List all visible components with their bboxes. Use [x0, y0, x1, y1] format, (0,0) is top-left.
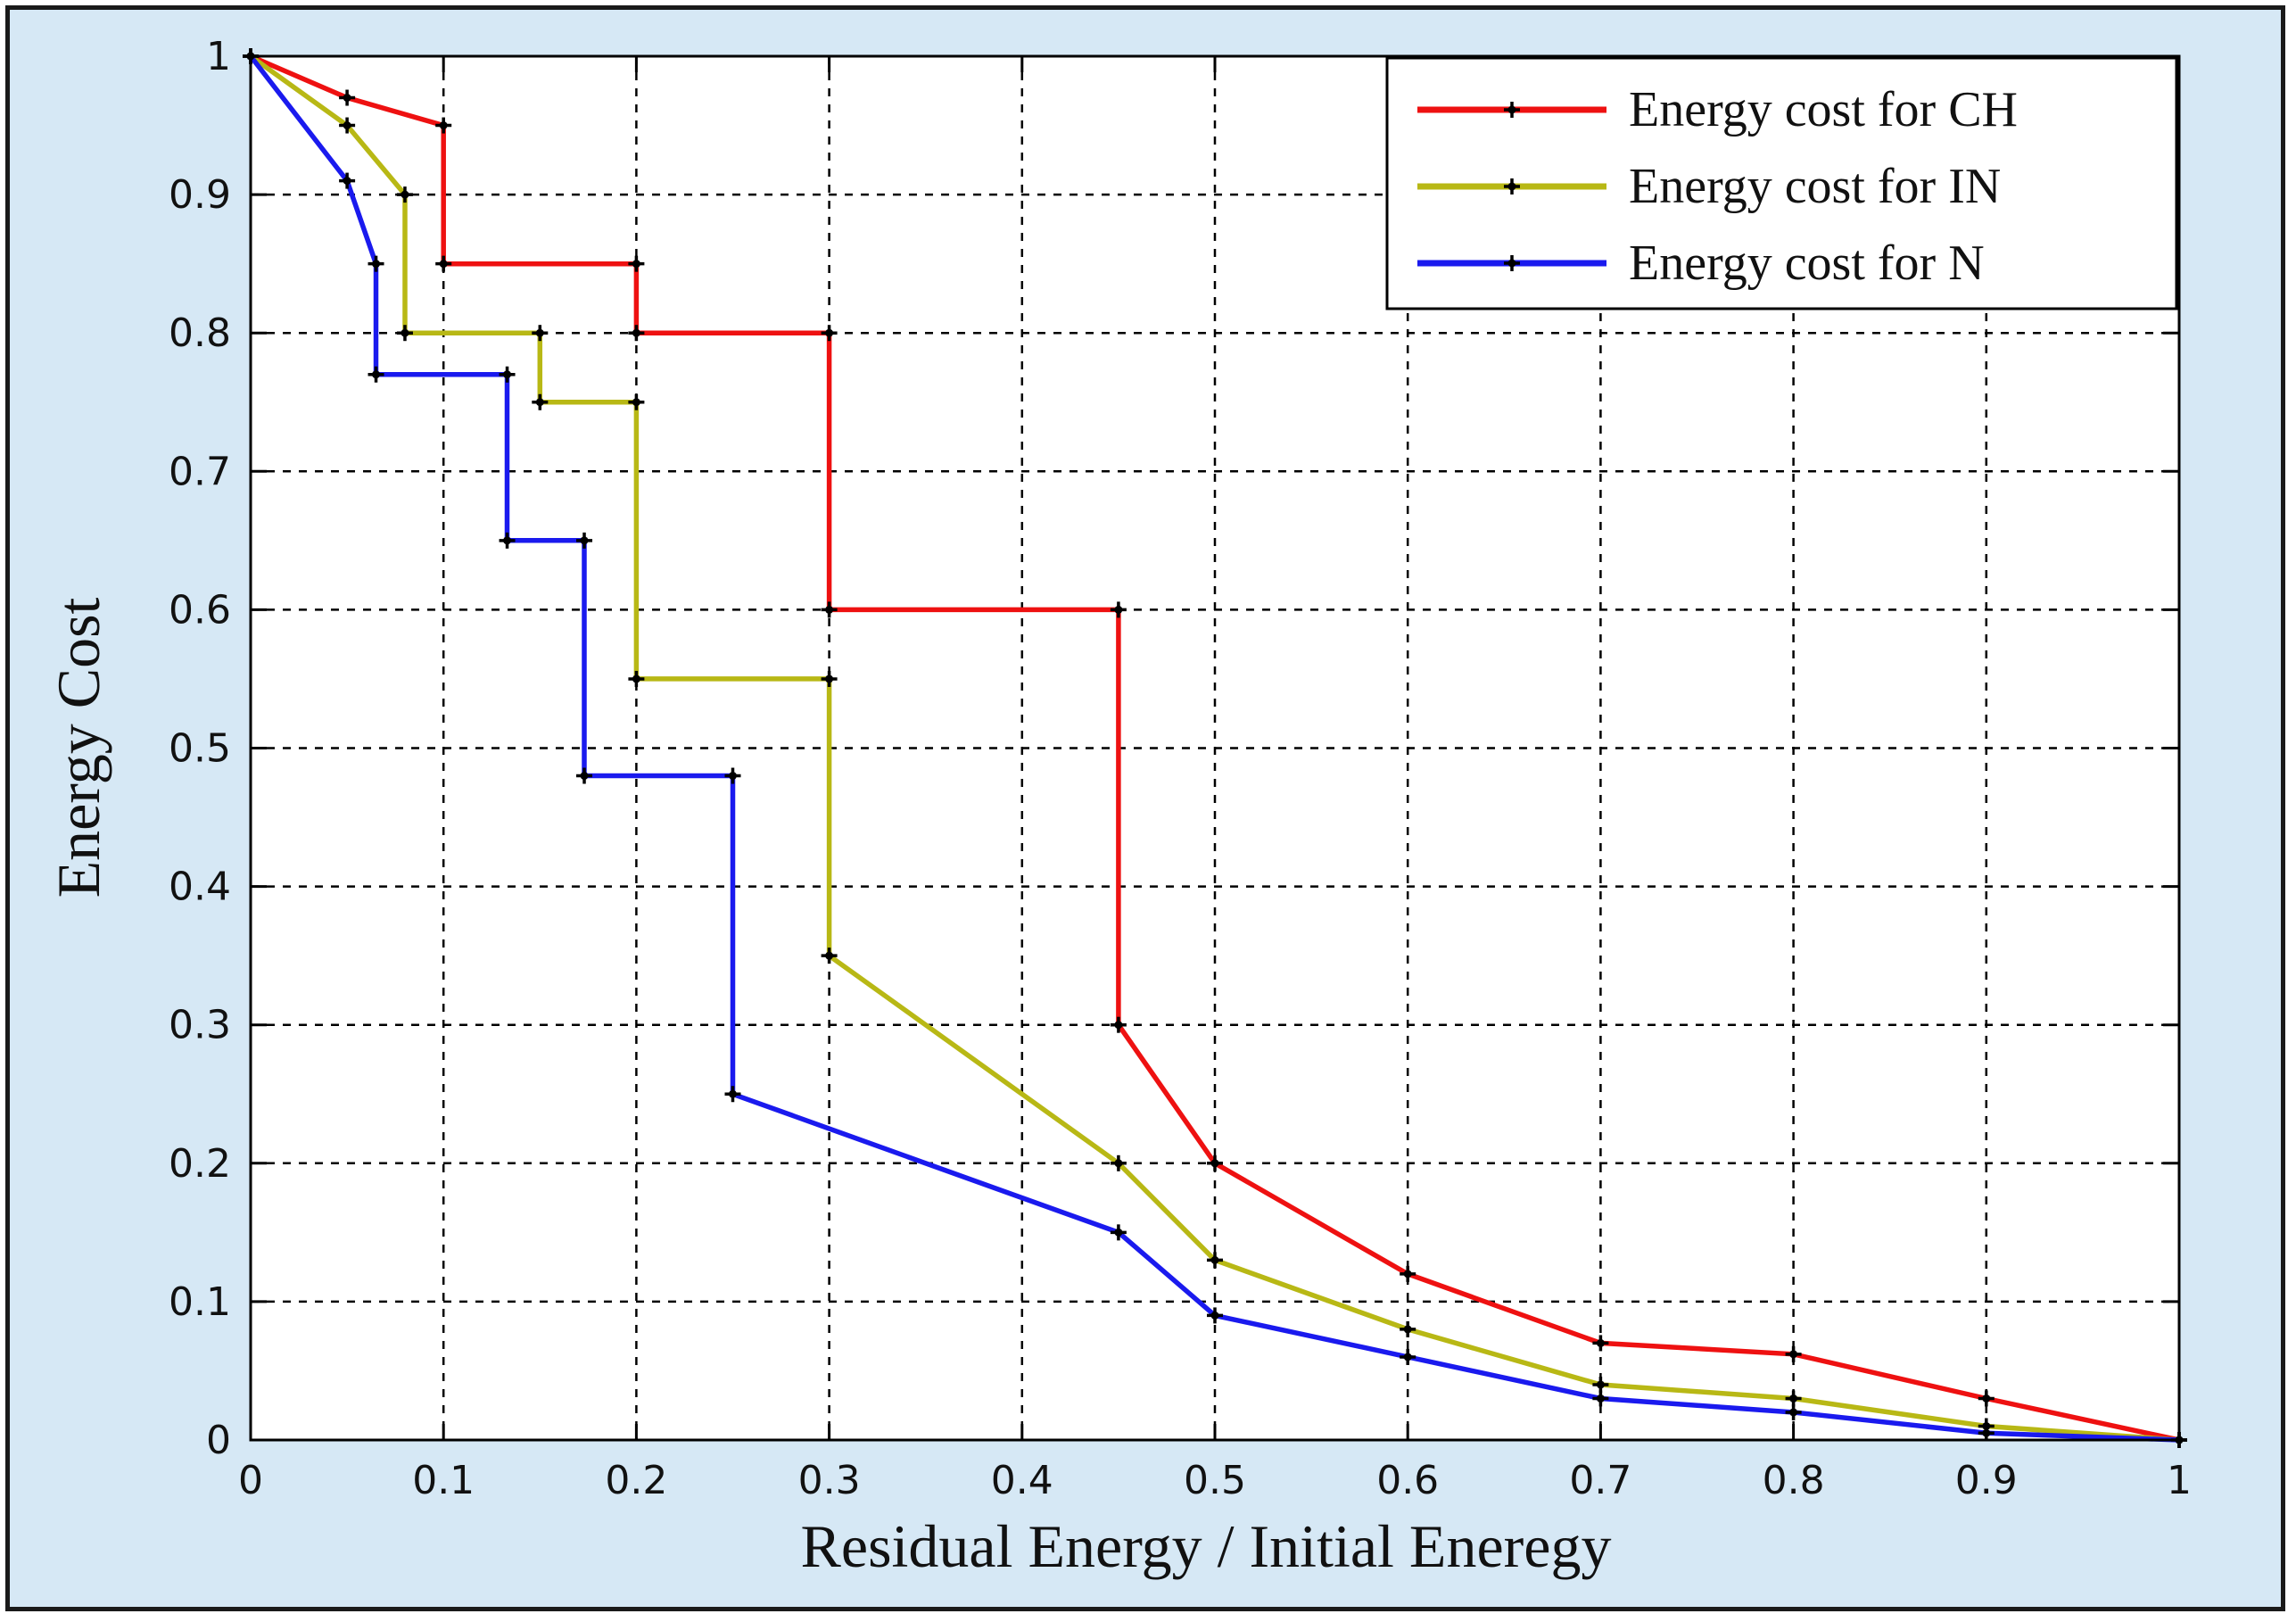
data-point	[435, 255, 452, 272]
x-tick-label: 0.6	[1376, 1458, 1439, 1503]
data-point	[396, 325, 413, 342]
data-point	[1110, 1224, 1127, 1241]
x-tick-label: 0.9	[1955, 1458, 2018, 1503]
legend-entry: Energy cost for IN	[1417, 159, 2001, 214]
data-point	[1592, 1376, 1609, 1393]
data-point	[821, 601, 838, 618]
data-point	[724, 767, 741, 784]
y-tick-label: 0	[206, 1418, 231, 1463]
data-point	[499, 532, 516, 549]
data-point	[576, 532, 593, 549]
legend: Energy cost for CH Energy cost for IN Ener…	[1385, 56, 2178, 310]
y-tick-label: 0.7	[169, 449, 231, 494]
data-point	[628, 255, 645, 272]
x-tick-label: 0.1	[412, 1458, 475, 1503]
y-tick-label: 0.8	[169, 310, 231, 356]
data-point	[1978, 1390, 1995, 1407]
chart-svg: 0 0.1 0.2 0.3 0.4 0.5 0.6 0.7 0.8 0.9 1 0 0.1 0.2 0.3 0…	[45, 34, 2192, 1580]
y-tick-label: 0.1	[169, 1279, 231, 1325]
y-tick-label: 1	[206, 34, 231, 79]
grid-lines	[251, 56, 2179, 1440]
data-point	[628, 325, 645, 342]
legend-entry: Energy cost for N	[1417, 236, 1985, 291]
data-point	[1400, 1348, 1416, 1365]
data-point	[821, 325, 838, 342]
data-point	[1400, 1265, 1416, 1282]
data-point	[821, 670, 838, 687]
data-point	[1785, 1345, 1802, 1362]
data-point	[368, 366, 384, 383]
legend-items: Energy cost for CH Energy cost for IN Ener…	[1417, 82, 2018, 291]
data-point	[1110, 601, 1127, 618]
y-tick-label: 0.6	[169, 587, 231, 633]
data-point	[576, 767, 593, 784]
data-point	[396, 186, 413, 203]
x-tick-label: 0.2	[605, 1458, 667, 1503]
data-point	[1592, 1335, 1609, 1352]
legend-marker	[1504, 102, 1520, 118]
data-point	[435, 117, 452, 134]
legend-entry: Energy cost for CH	[1417, 82, 2018, 137]
x-tick-label: 0.3	[798, 1458, 861, 1503]
data-point	[339, 117, 356, 134]
legend-label: Energy cost for N	[1629, 236, 1985, 291]
x-tick-label: 0.7	[1569, 1458, 1631, 1503]
chart-figure: 0 0.1 0.2 0.3 0.4 0.5 0.6 0.7 0.8 0.9 1 0 0.1 0.2 0.3 0…	[5, 5, 2285, 1611]
data-point	[339, 89, 356, 106]
data-point	[628, 670, 645, 687]
x-tick-label: 0.5	[1184, 1458, 1246, 1503]
data-point	[1110, 1016, 1127, 1033]
y-tick-label: 0.2	[169, 1141, 231, 1187]
y-tick-label: 0.9	[169, 172, 231, 218]
data-point	[339, 172, 356, 189]
data-point	[1785, 1390, 1802, 1407]
y-tick-label: 0.3	[169, 1003, 231, 1048]
legend-marker	[1504, 178, 1520, 194]
x-axis-label: Residual Energy / Initial Eneregy	[801, 1512, 1612, 1580]
data-point	[532, 325, 549, 342]
y-tick-label: 0.4	[169, 865, 231, 910]
legend-label: Energy cost for IN	[1629, 159, 2001, 214]
data-point	[499, 366, 516, 383]
x-tick-label: 0.8	[1763, 1458, 1825, 1503]
legend-label: Energy cost for CH	[1629, 82, 2018, 137]
data-point	[1207, 1307, 1223, 1324]
x-tick-label: 0	[238, 1458, 263, 1503]
data-point	[1207, 1252, 1223, 1269]
data-point	[1592, 1390, 1609, 1407]
x-tick-label: 1	[2167, 1458, 2192, 1503]
series-line	[249, 54, 2180, 1443]
data-point	[628, 393, 645, 410]
x-tick-label: 0.4	[991, 1458, 1053, 1503]
legend-marker	[1504, 255, 1520, 271]
data-point	[532, 393, 549, 410]
axis-ticks: 0 0.1 0.2 0.3 0.4 0.5 0.6 0.7 0.8 0.9 1 0 0.1 0.2 0.3 0…	[169, 34, 2192, 1503]
y-tick-label: 0.5	[169, 726, 231, 772]
data-point	[1400, 1320, 1416, 1337]
data-point	[1110, 1154, 1127, 1171]
y-axis-label: Energy Cost	[45, 597, 112, 898]
data-point	[1785, 1403, 1802, 1420]
data-point	[368, 255, 384, 272]
data-point	[821, 948, 838, 964]
data-point	[724, 1086, 741, 1103]
data-point	[1207, 1154, 1223, 1171]
